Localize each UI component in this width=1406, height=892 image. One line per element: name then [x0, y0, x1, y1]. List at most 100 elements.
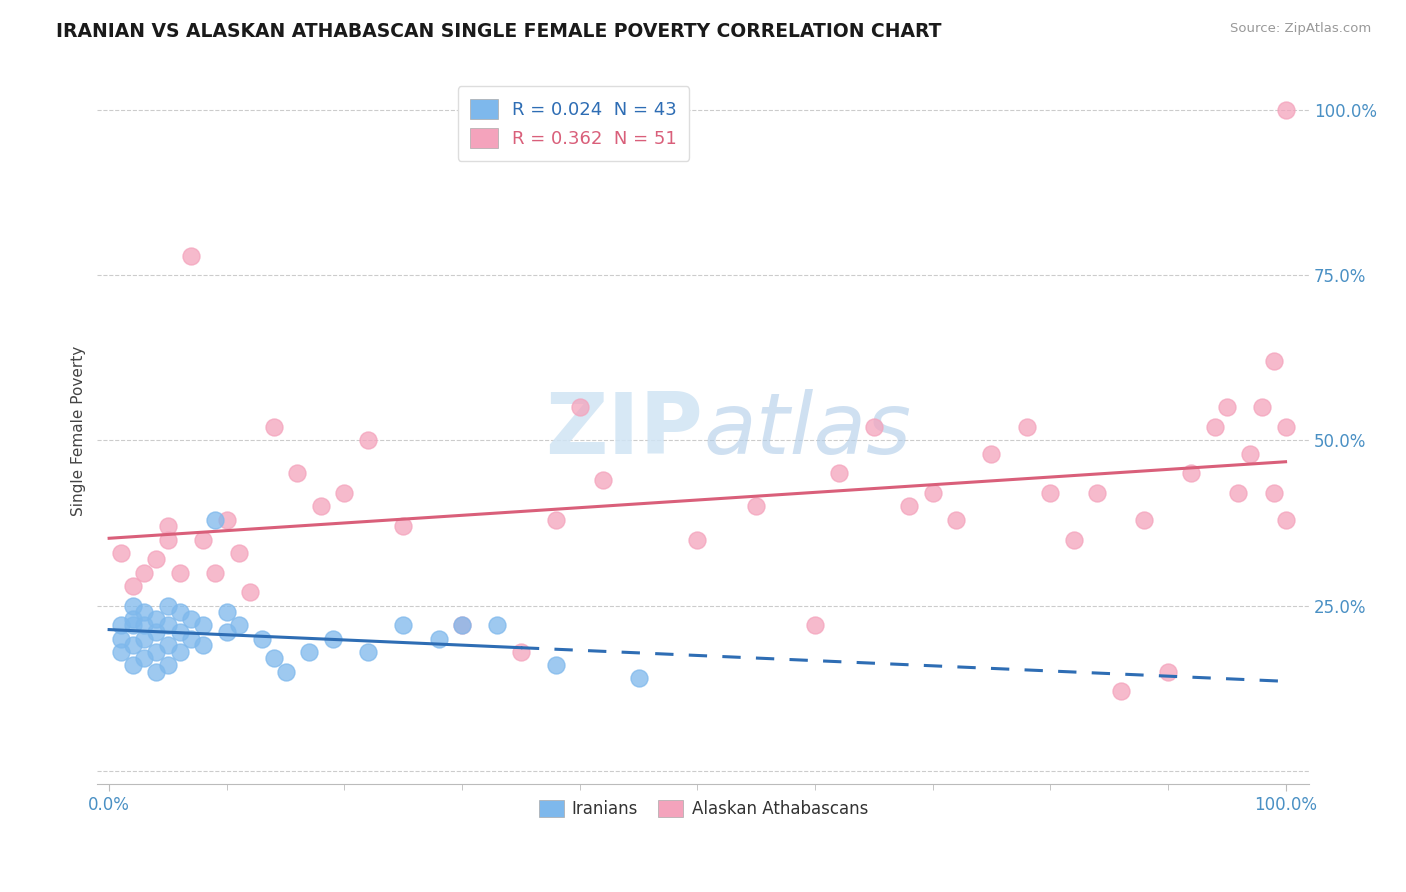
Point	[134, 566, 156, 580]
Point	[1227, 486, 1250, 500]
Point	[121, 657, 143, 672]
Point	[1274, 103, 1296, 118]
Point	[193, 533, 215, 547]
Point	[285, 467, 308, 481]
Point	[333, 486, 356, 500]
Point	[169, 605, 191, 619]
Point	[1215, 401, 1237, 415]
Point	[250, 632, 273, 646]
Point	[827, 467, 849, 481]
Point	[357, 434, 380, 448]
Point	[110, 645, 132, 659]
Point	[1251, 401, 1274, 415]
Point	[980, 447, 1002, 461]
Point	[180, 612, 202, 626]
Point	[392, 519, 415, 533]
Point	[228, 618, 250, 632]
Point	[169, 645, 191, 659]
Point	[427, 632, 450, 646]
Point	[745, 500, 768, 514]
Point	[239, 585, 262, 599]
Point	[204, 513, 226, 527]
Point	[568, 401, 591, 415]
Point	[546, 657, 568, 672]
Point	[686, 533, 709, 547]
Point	[1085, 486, 1108, 500]
Point	[1239, 447, 1261, 461]
Point	[486, 618, 509, 632]
Point	[1180, 467, 1202, 481]
Point	[121, 612, 143, 626]
Point	[1263, 486, 1285, 500]
Point	[1133, 513, 1156, 527]
Point	[1274, 513, 1296, 527]
Point	[322, 632, 344, 646]
Point	[228, 546, 250, 560]
Point	[546, 513, 568, 527]
Point	[156, 519, 179, 533]
Point	[274, 665, 297, 679]
Point	[110, 546, 132, 560]
Point	[309, 500, 332, 514]
Point	[169, 624, 191, 639]
Point	[451, 618, 474, 632]
Point	[145, 645, 167, 659]
Point	[263, 420, 285, 434]
Point	[156, 533, 179, 547]
Point	[392, 618, 415, 632]
Point	[945, 513, 967, 527]
Point	[169, 566, 191, 580]
Point	[110, 632, 132, 646]
Point	[215, 605, 238, 619]
Y-axis label: Single Female Poverty: Single Female Poverty	[72, 345, 86, 516]
Point	[298, 645, 321, 659]
Point	[121, 638, 143, 652]
Point	[592, 473, 614, 487]
Point	[156, 618, 179, 632]
Point	[627, 671, 650, 685]
Point	[156, 657, 179, 672]
Point	[134, 618, 156, 632]
Point	[156, 599, 179, 613]
Point	[156, 638, 179, 652]
Point	[145, 552, 167, 566]
Point	[180, 632, 202, 646]
Point	[134, 651, 156, 665]
Point	[1157, 665, 1180, 679]
Text: ZIP: ZIP	[546, 389, 703, 472]
Point	[1063, 533, 1085, 547]
Point	[193, 638, 215, 652]
Point	[134, 605, 156, 619]
Point	[121, 599, 143, 613]
Point	[921, 486, 943, 500]
Point	[509, 645, 531, 659]
Point	[451, 618, 474, 632]
Point	[110, 618, 132, 632]
Point	[145, 612, 167, 626]
Point	[357, 645, 380, 659]
Text: atlas: atlas	[703, 389, 911, 472]
Text: IRANIAN VS ALASKAN ATHABASCAN SINGLE FEMALE POVERTY CORRELATION CHART: IRANIAN VS ALASKAN ATHABASCAN SINGLE FEM…	[56, 22, 942, 41]
Point	[145, 624, 167, 639]
Point	[1109, 684, 1132, 698]
Point	[1015, 420, 1038, 434]
Point	[134, 632, 156, 646]
Point	[121, 618, 143, 632]
Point	[204, 566, 226, 580]
Text: Source: ZipAtlas.com: Source: ZipAtlas.com	[1230, 22, 1371, 36]
Point	[1039, 486, 1062, 500]
Point	[121, 579, 143, 593]
Point	[862, 420, 884, 434]
Point	[215, 513, 238, 527]
Point	[193, 618, 215, 632]
Point	[1204, 420, 1226, 434]
Point	[804, 618, 827, 632]
Point	[145, 665, 167, 679]
Point	[215, 624, 238, 639]
Legend: Iranians, Alaskan Athabascans: Iranians, Alaskan Athabascans	[531, 793, 875, 825]
Point	[1274, 420, 1296, 434]
Point	[1263, 354, 1285, 368]
Point	[898, 500, 921, 514]
Point	[180, 249, 202, 263]
Point	[263, 651, 285, 665]
